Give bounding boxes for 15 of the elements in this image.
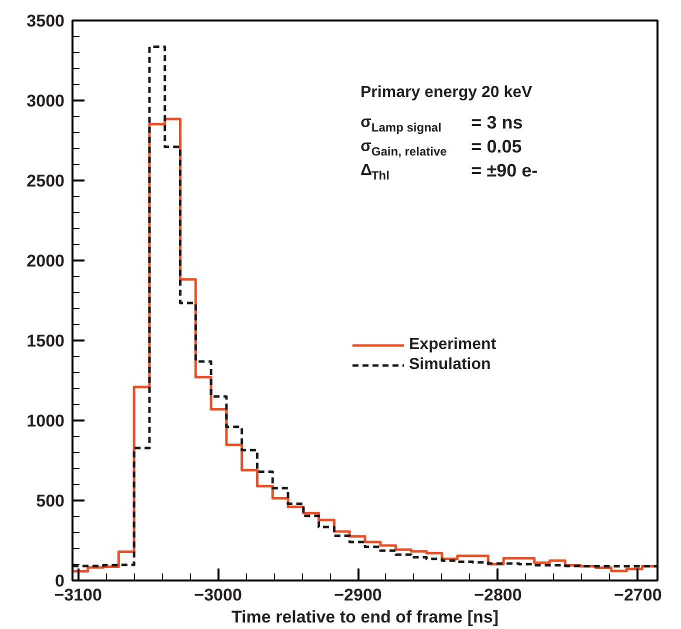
y-tick-label: 3000 [26, 92, 65, 110]
x-tick-label: −2700 [614, 586, 662, 604]
y-tick-label: 1500 [26, 332, 65, 350]
y-tick-label: 2500 [26, 172, 65, 190]
legend-label: Simulation [409, 355, 491, 375]
x-tick-label: −2800 [474, 586, 522, 604]
x-tick-label: −3000 [194, 586, 242, 604]
annotation: Primary energy 20 keV [360, 84, 532, 101]
y-tick-label: 3500 [26, 12, 65, 30]
y-tick-label: 500 [36, 492, 65, 510]
x-axis-title: Time relative to end of frame [ns] [231, 608, 499, 626]
y-tick-label: 2000 [26, 252, 65, 270]
legend-label: Experiment [409, 335, 496, 355]
x-tick-label: −2900 [334, 586, 382, 604]
y-tick-label: 1000 [26, 412, 65, 430]
